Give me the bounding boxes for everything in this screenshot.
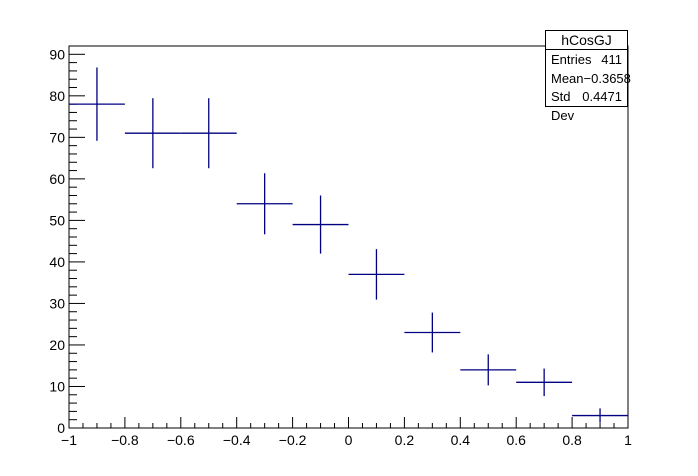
y-tick-label: 30 <box>49 295 65 311</box>
stats-box: hCosGJ Entries 411 Mean −0.3658 Std Dev … <box>545 30 631 123</box>
x-tick-label: 0 <box>345 432 353 448</box>
stats-label: Mean <box>551 70 584 86</box>
data-point <box>69 67 125 141</box>
stats-value: −0.3658 <box>583 70 631 86</box>
y-tick-label: 50 <box>49 212 65 228</box>
x-tick-label: 0.6 <box>506 432 526 448</box>
y-tick-label: 90 <box>49 46 65 62</box>
y-tick-label: 80 <box>49 88 65 104</box>
stats-row-mean: Mean −0.3658 <box>546 69 631 88</box>
data-point <box>292 195 349 254</box>
x-tick-label: 1 <box>624 432 632 448</box>
x-tick-label: −0.8 <box>111 432 139 448</box>
x-axis-ticks: −1 −0.8 −0.6 −0.4 −0.2 0 0.2 0.4 0.6 0.8 1 <box>61 417 632 448</box>
data-point <box>124 98 181 169</box>
y-tick-label: 10 <box>49 378 65 394</box>
y-axis-ticks: 0 10 20 30 40 50 60 70 80 90 <box>49 45 85 436</box>
data-point <box>516 368 573 397</box>
x-tick-label: −1 <box>61 432 77 448</box>
data-point <box>404 312 461 353</box>
stats-value: 411 <box>601 52 622 67</box>
y-tick-label: 40 <box>49 254 65 270</box>
y-tick-label: 60 <box>49 171 65 187</box>
x-tick-label: −0.4 <box>223 432 251 448</box>
y-tick-label: 20 <box>49 337 65 353</box>
stats-value: 0.4471 <box>582 89 622 104</box>
stats-label: Entries <box>551 52 592 67</box>
data-point <box>180 98 237 169</box>
x-tick-label: −0.2 <box>279 432 307 448</box>
data-point <box>236 173 293 235</box>
y-tick-label: 0 <box>57 420 65 436</box>
data-point <box>348 249 405 300</box>
x-tick-label: 0.4 <box>451 432 471 448</box>
x-tick-label: 0.8 <box>562 432 582 448</box>
stats-title: hCosGJ <box>546 31 627 50</box>
data-point <box>460 354 517 386</box>
x-tick-label: −0.6 <box>167 432 195 448</box>
stats-row-entries: Entries 411 <box>546 50 627 69</box>
stats-row-stddev: Std Dev 0.4471 <box>546 87 627 123</box>
stats-label: Std Dev <box>551 89 575 123</box>
y-tick-label: 70 <box>49 129 65 145</box>
data-points <box>69 67 628 423</box>
x-tick-label: 0.2 <box>395 432 415 448</box>
data-point <box>572 408 628 423</box>
